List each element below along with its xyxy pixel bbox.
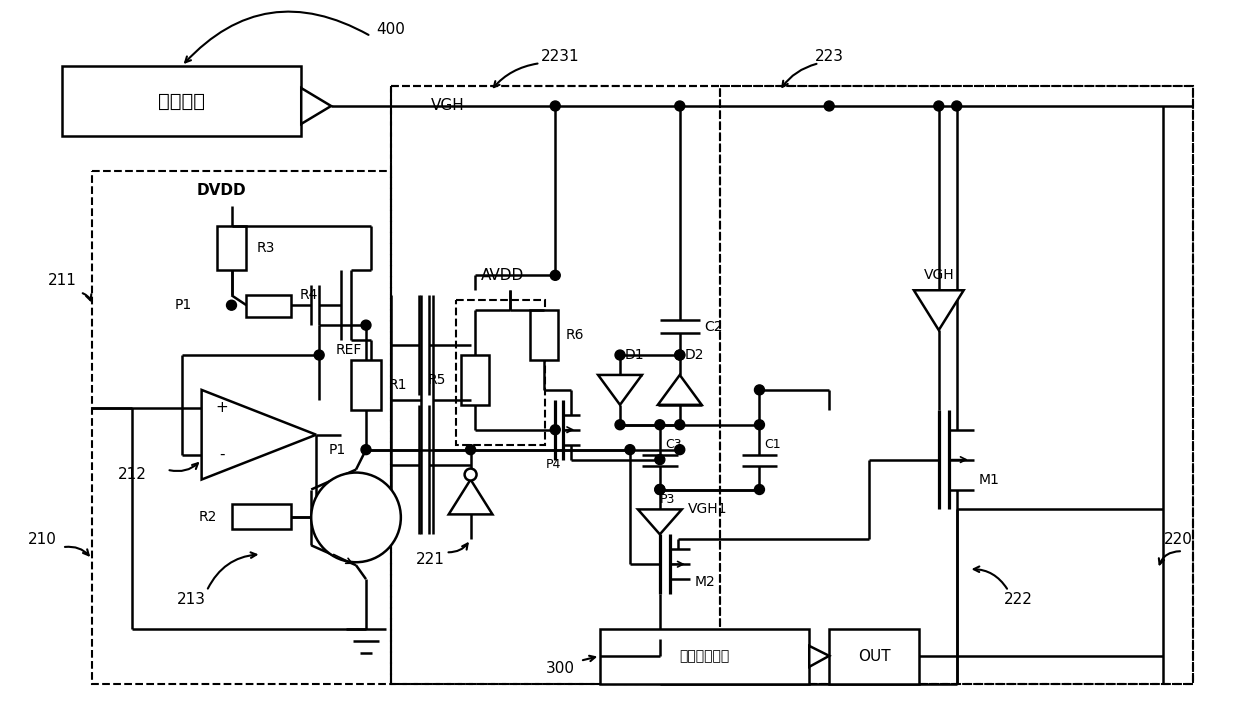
Circle shape bbox=[625, 445, 635, 455]
Circle shape bbox=[952, 101, 962, 111]
Text: 222: 222 bbox=[1004, 591, 1033, 606]
Bar bbox=[460, 355, 489, 404]
Circle shape bbox=[675, 101, 684, 111]
Text: R5: R5 bbox=[428, 373, 445, 387]
Text: 223: 223 bbox=[815, 49, 843, 63]
Text: -: - bbox=[218, 447, 224, 462]
Circle shape bbox=[615, 420, 625, 430]
Text: C1: C1 bbox=[764, 438, 781, 451]
Polygon shape bbox=[598, 375, 642, 404]
Text: 300: 300 bbox=[546, 661, 574, 676]
Text: 电平转换电路: 电平转换电路 bbox=[680, 650, 730, 663]
Text: D2: D2 bbox=[684, 348, 704, 362]
Bar bbox=[531, 310, 558, 360]
Text: R1: R1 bbox=[389, 378, 408, 392]
Text: 2231: 2231 bbox=[541, 49, 579, 63]
Text: 212: 212 bbox=[118, 467, 146, 482]
Bar bbox=[247, 296, 291, 317]
Text: P4: P4 bbox=[546, 458, 560, 471]
Text: 211: 211 bbox=[47, 273, 77, 288]
Text: R2: R2 bbox=[198, 510, 217, 524]
Text: R6: R6 bbox=[565, 328, 584, 342]
Circle shape bbox=[361, 445, 371, 455]
Circle shape bbox=[655, 420, 665, 430]
Text: R3: R3 bbox=[257, 242, 275, 255]
Polygon shape bbox=[810, 646, 830, 667]
Circle shape bbox=[675, 350, 684, 360]
Circle shape bbox=[227, 300, 237, 310]
Text: M2: M2 bbox=[694, 575, 715, 589]
Polygon shape bbox=[637, 510, 682, 534]
Text: R4: R4 bbox=[299, 288, 317, 302]
Circle shape bbox=[675, 420, 684, 430]
Text: 电源模块: 电源模块 bbox=[159, 92, 205, 110]
Bar bbox=[455, 300, 546, 445]
Text: P1: P1 bbox=[329, 443, 346, 456]
Text: 210: 210 bbox=[27, 532, 57, 547]
Text: 213: 213 bbox=[177, 591, 206, 606]
Circle shape bbox=[655, 485, 665, 495]
Circle shape bbox=[675, 350, 684, 360]
Text: P1: P1 bbox=[175, 298, 192, 312]
Circle shape bbox=[675, 445, 684, 455]
Text: M1: M1 bbox=[978, 472, 999, 487]
Bar bbox=[719, 86, 1193, 684]
Text: 400: 400 bbox=[377, 22, 405, 37]
Polygon shape bbox=[914, 291, 963, 330]
Circle shape bbox=[465, 469, 476, 480]
Text: +: + bbox=[216, 400, 228, 415]
Circle shape bbox=[314, 350, 324, 360]
Text: P3: P3 bbox=[660, 493, 676, 506]
Bar bbox=[62, 66, 301, 136]
Text: VGH: VGH bbox=[430, 99, 465, 113]
Text: VGH: VGH bbox=[924, 268, 954, 283]
Text: REF: REF bbox=[336, 343, 362, 357]
Circle shape bbox=[655, 485, 665, 495]
Text: D1: D1 bbox=[625, 348, 645, 362]
Text: 220: 220 bbox=[1164, 532, 1193, 547]
Text: VGH1: VGH1 bbox=[688, 503, 727, 516]
Text: DVDD: DVDD bbox=[197, 183, 247, 198]
Text: 221: 221 bbox=[417, 552, 445, 567]
Circle shape bbox=[551, 425, 560, 435]
Circle shape bbox=[754, 385, 764, 395]
Bar bbox=[830, 629, 919, 684]
Text: C3: C3 bbox=[665, 438, 682, 451]
Circle shape bbox=[754, 485, 764, 495]
Bar bbox=[391, 86, 719, 684]
Bar bbox=[232, 505, 291, 529]
Polygon shape bbox=[449, 479, 492, 514]
Polygon shape bbox=[301, 88, 331, 124]
Bar bbox=[391, 86, 1193, 684]
Circle shape bbox=[825, 101, 835, 111]
Circle shape bbox=[551, 101, 560, 111]
Circle shape bbox=[311, 472, 401, 562]
Bar bbox=[600, 629, 810, 684]
Circle shape bbox=[934, 101, 944, 111]
Polygon shape bbox=[202, 390, 316, 479]
Bar bbox=[217, 226, 247, 270]
Circle shape bbox=[754, 420, 764, 430]
Circle shape bbox=[615, 350, 625, 360]
Circle shape bbox=[361, 320, 371, 330]
Bar bbox=[92, 171, 391, 684]
Circle shape bbox=[551, 270, 560, 280]
Text: OUT: OUT bbox=[858, 649, 890, 664]
Bar bbox=[351, 360, 381, 410]
Polygon shape bbox=[658, 375, 702, 404]
Circle shape bbox=[655, 455, 665, 464]
Text: C2: C2 bbox=[704, 320, 723, 334]
Text: AVDD: AVDD bbox=[481, 267, 523, 283]
Circle shape bbox=[465, 445, 476, 455]
